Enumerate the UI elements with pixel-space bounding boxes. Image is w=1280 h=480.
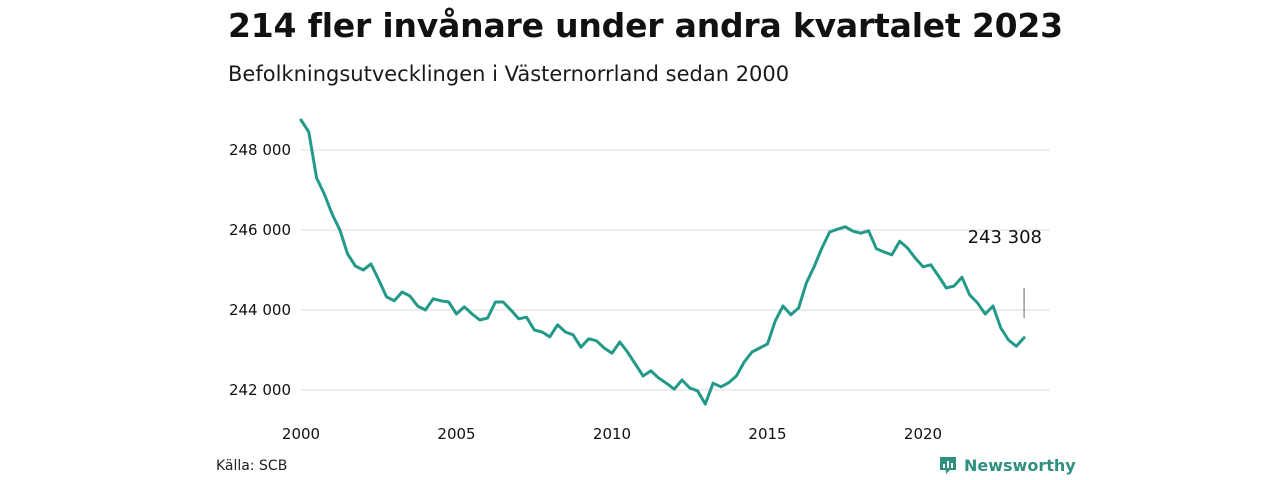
chart-title: 214 fler invånare under andra kvartalet … xyxy=(228,6,1063,45)
y-axis: 242 000 244 000 246 000 248 000 xyxy=(229,141,291,399)
newsworthy-logo-icon xyxy=(940,457,956,474)
brand-name: Newsworthy xyxy=(964,455,1076,475)
source-note: Källa: SCB xyxy=(216,458,288,474)
x-tick-label: 2015 xyxy=(748,425,786,443)
series-layer xyxy=(299,118,1026,406)
y-tick-label: 244 000 xyxy=(229,301,291,319)
x-tick-label: 2010 xyxy=(593,425,631,443)
series-line xyxy=(299,118,1026,406)
annotation-label: 243 308 xyxy=(968,227,1042,248)
y-tick-label: 248 000 xyxy=(229,141,291,159)
x-axis: 2000 2005 2010 2015 2020 xyxy=(282,425,942,443)
brand-logo: Newsworthy xyxy=(938,455,1076,475)
x-tick-label: 2020 xyxy=(904,425,942,443)
chart-subtitle: Befolkningsutvecklingen i Västernorrland… xyxy=(228,62,790,86)
x-tick-label: 2000 xyxy=(282,425,320,443)
x-tick-label: 2005 xyxy=(437,425,475,443)
y-tick-label: 242 000 xyxy=(229,381,291,399)
y-tick-label: 246 000 xyxy=(229,221,291,239)
grid-layer xyxy=(301,149,1050,391)
annotation-layer: 243 308 xyxy=(968,227,1042,318)
